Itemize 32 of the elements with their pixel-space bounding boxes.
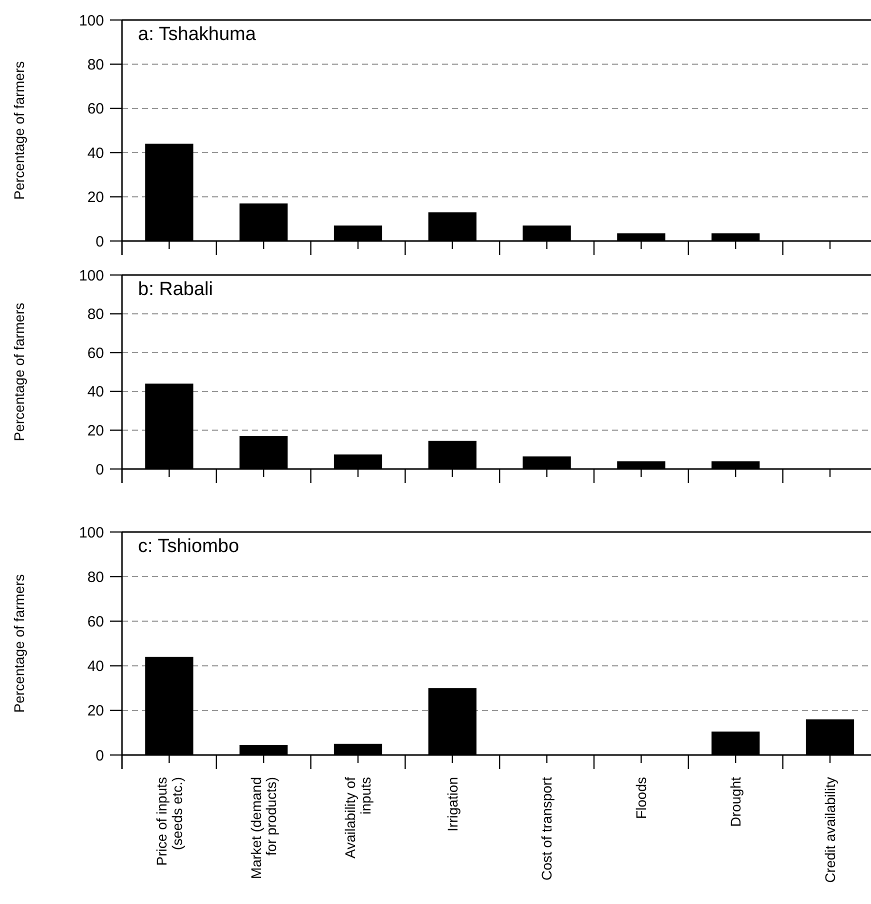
y-tick-label: 80 <box>87 56 104 74</box>
y-tick-label: 20 <box>87 422 104 440</box>
x-tick-label: Drought <box>728 776 744 827</box>
y-tick-label: 40 <box>87 384 104 401</box>
x-tick-label: Cost of transport <box>538 776 555 880</box>
x-tick-label: Availability of inputs <box>342 776 374 858</box>
x-tick-label: Floods <box>633 777 650 820</box>
chart-title: a: Tshakhuma <box>138 24 256 45</box>
y-tick-label: 40 <box>87 658 104 676</box>
y-tick-label: 0 <box>96 233 104 250</box>
x-tick-label: Irrigation <box>444 777 460 832</box>
y-tick-label: 0 <box>96 461 104 478</box>
y-tick-label: 60 <box>87 100 104 118</box>
y-tick-label: 20 <box>87 702 104 720</box>
x-tick-label: Credit availability <box>822 777 838 883</box>
y-tick-label: 100 <box>78 12 104 30</box>
y-tick-label: 80 <box>87 306 104 324</box>
y-tick-label: 100 <box>78 267 104 284</box>
y-tick-label: 80 <box>87 568 104 586</box>
y-tick-label: 60 <box>87 613 104 630</box>
y-tick-label: 20 <box>87 189 104 206</box>
chart-title: b: Rabali <box>138 279 213 300</box>
y-tick-label: 60 <box>87 344 104 362</box>
y-tick-label: 100 <box>78 524 104 542</box>
chart-title: c: Tshiombo <box>138 536 240 557</box>
y-tick-label: 0 <box>96 747 104 764</box>
y-axis-title: Percentage of farmers <box>11 574 27 713</box>
x-tick-label: Market (demand for products) <box>248 777 280 879</box>
x-tick-label: Price of inputs (seeds etc.) <box>153 777 185 866</box>
y-axis-title: Percentage of farmers <box>11 61 27 200</box>
y-axis-title: Percentage of farmers <box>11 302 27 442</box>
y-tick-label: 40 <box>87 144 104 162</box>
